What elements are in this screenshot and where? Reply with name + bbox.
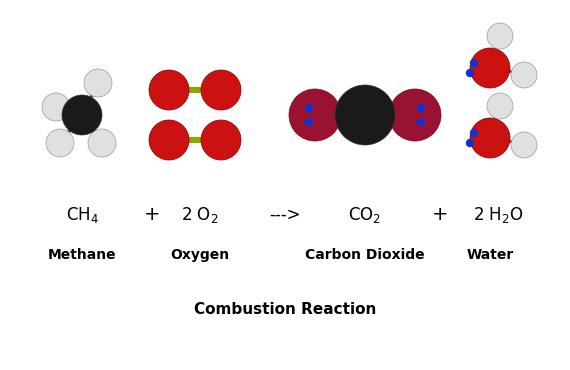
Circle shape: [306, 104, 312, 111]
Circle shape: [511, 132, 537, 158]
Text: CO$_2$: CO$_2$: [348, 205, 381, 225]
Text: +: +: [431, 205, 448, 225]
Text: Methane: Methane: [48, 248, 116, 262]
Text: CH$_4$: CH$_4$: [66, 205, 99, 225]
Circle shape: [470, 48, 510, 88]
Circle shape: [466, 70, 474, 77]
Circle shape: [470, 118, 510, 158]
Text: 2 O$_2$: 2 O$_2$: [181, 205, 219, 225]
Circle shape: [201, 70, 241, 110]
Text: +: +: [144, 205, 160, 225]
Circle shape: [201, 120, 241, 160]
Circle shape: [149, 70, 189, 110]
Text: Water: Water: [466, 248, 514, 262]
Circle shape: [46, 129, 74, 157]
Text: Oxygen: Oxygen: [170, 248, 230, 262]
Circle shape: [470, 130, 478, 137]
Circle shape: [466, 139, 474, 147]
Circle shape: [42, 93, 70, 121]
Circle shape: [149, 120, 189, 160]
Circle shape: [487, 23, 513, 49]
Circle shape: [84, 69, 112, 97]
Circle shape: [417, 118, 425, 125]
Text: 2 H$_2$O: 2 H$_2$O: [473, 205, 523, 225]
Circle shape: [470, 60, 478, 67]
Circle shape: [88, 129, 116, 157]
Text: --->: --->: [269, 206, 301, 224]
Circle shape: [417, 104, 425, 111]
Circle shape: [306, 118, 312, 125]
Circle shape: [335, 85, 395, 145]
Circle shape: [289, 89, 341, 141]
Circle shape: [511, 62, 537, 88]
Circle shape: [62, 95, 102, 135]
Circle shape: [487, 93, 513, 119]
Text: Combustion Reaction: Combustion Reaction: [194, 303, 376, 317]
Circle shape: [389, 89, 441, 141]
Text: Carbon Dioxide: Carbon Dioxide: [305, 248, 425, 262]
